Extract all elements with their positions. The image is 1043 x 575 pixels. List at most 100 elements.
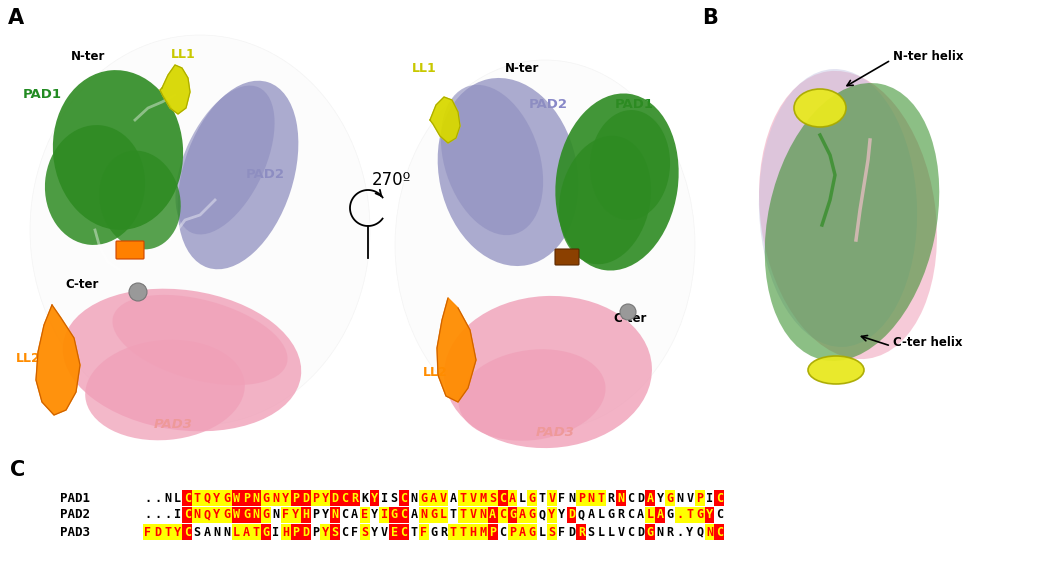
- Ellipse shape: [175, 86, 274, 235]
- Bar: [360, 524, 369, 540]
- Text: P: P: [696, 492, 703, 504]
- Text: T: T: [460, 492, 467, 504]
- Bar: [300, 490, 311, 506]
- Bar: [389, 524, 399, 540]
- Text: T: T: [450, 526, 457, 539]
- Text: C: C: [341, 508, 348, 522]
- Bar: [300, 524, 311, 540]
- Text: N: N: [617, 492, 625, 504]
- Bar: [222, 507, 232, 523]
- Text: C-ter: C-ter: [613, 312, 647, 324]
- Text: C: C: [10, 460, 25, 480]
- Text: L: L: [174, 492, 181, 504]
- Text: L: L: [440, 508, 447, 522]
- Text: V: V: [686, 492, 694, 504]
- Bar: [547, 490, 557, 506]
- Bar: [419, 507, 429, 523]
- Text: V: V: [549, 492, 556, 504]
- Bar: [183, 490, 192, 506]
- Bar: [320, 524, 331, 540]
- Bar: [399, 507, 409, 523]
- Bar: [251, 490, 262, 506]
- Text: A: A: [518, 526, 526, 539]
- Ellipse shape: [113, 295, 288, 385]
- Text: G: G: [223, 492, 231, 504]
- Text: LL1: LL1: [171, 48, 195, 62]
- Bar: [438, 507, 448, 523]
- Bar: [498, 507, 508, 523]
- Text: L: L: [538, 526, 545, 539]
- Bar: [380, 507, 389, 523]
- Text: PAD1: PAD1: [614, 98, 654, 112]
- Bar: [369, 490, 380, 506]
- Text: PAD3: PAD3: [60, 526, 90, 539]
- Bar: [281, 507, 291, 523]
- Text: Y: Y: [686, 526, 694, 539]
- Text: C-ter helix: C-ter helix: [893, 335, 963, 348]
- Text: I: I: [272, 526, 280, 539]
- Bar: [222, 490, 232, 506]
- Bar: [675, 507, 685, 523]
- Bar: [251, 507, 262, 523]
- Bar: [262, 507, 271, 523]
- Polygon shape: [430, 97, 460, 143]
- Text: F: F: [420, 526, 428, 539]
- Text: PAD2: PAD2: [529, 98, 567, 112]
- Text: S: S: [587, 526, 595, 539]
- Text: .: .: [154, 508, 162, 522]
- Bar: [399, 524, 409, 540]
- Text: .: .: [144, 492, 151, 504]
- Bar: [547, 507, 557, 523]
- Text: A: A: [647, 492, 654, 504]
- Bar: [340, 490, 349, 506]
- Text: 270º: 270º: [372, 171, 411, 189]
- Text: K: K: [361, 492, 368, 504]
- Text: .: .: [676, 508, 683, 522]
- Text: .: .: [676, 526, 683, 539]
- Text: T: T: [460, 508, 467, 522]
- Bar: [685, 507, 695, 523]
- Text: Y: Y: [657, 492, 663, 504]
- Bar: [232, 507, 242, 523]
- Text: H: H: [469, 526, 477, 539]
- Text: E: E: [361, 508, 368, 522]
- Text: R: R: [617, 508, 625, 522]
- Text: T: T: [164, 526, 171, 539]
- Text: T: T: [598, 492, 605, 504]
- Ellipse shape: [99, 151, 180, 250]
- Ellipse shape: [559, 136, 651, 264]
- Ellipse shape: [759, 71, 937, 359]
- Text: F: F: [351, 526, 359, 539]
- Ellipse shape: [30, 35, 370, 425]
- Bar: [202, 507, 212, 523]
- Text: Y: Y: [549, 508, 556, 522]
- Text: G: G: [430, 508, 437, 522]
- Bar: [300, 507, 311, 523]
- Text: S: S: [549, 526, 556, 539]
- Text: T: T: [686, 508, 694, 522]
- Text: C: C: [184, 526, 191, 539]
- Text: P: P: [489, 526, 496, 539]
- Bar: [163, 524, 173, 540]
- Text: Y: Y: [321, 526, 329, 539]
- Text: L: L: [607, 526, 614, 539]
- Text: C: C: [627, 492, 634, 504]
- Text: Y: Y: [214, 508, 220, 522]
- Ellipse shape: [45, 125, 145, 245]
- Bar: [488, 524, 498, 540]
- Bar: [448, 524, 458, 540]
- Text: P: P: [243, 492, 250, 504]
- Text: G: G: [647, 526, 654, 539]
- Bar: [468, 507, 478, 523]
- Text: F: F: [283, 508, 290, 522]
- Bar: [320, 490, 331, 506]
- Text: T: T: [450, 508, 457, 522]
- Bar: [468, 490, 478, 506]
- Text: M: M: [480, 492, 486, 504]
- Text: P: P: [312, 508, 319, 522]
- Text: S: S: [361, 526, 368, 539]
- Text: C: C: [401, 508, 408, 522]
- Text: N: N: [657, 526, 663, 539]
- Bar: [202, 490, 212, 506]
- Text: G: G: [607, 508, 614, 522]
